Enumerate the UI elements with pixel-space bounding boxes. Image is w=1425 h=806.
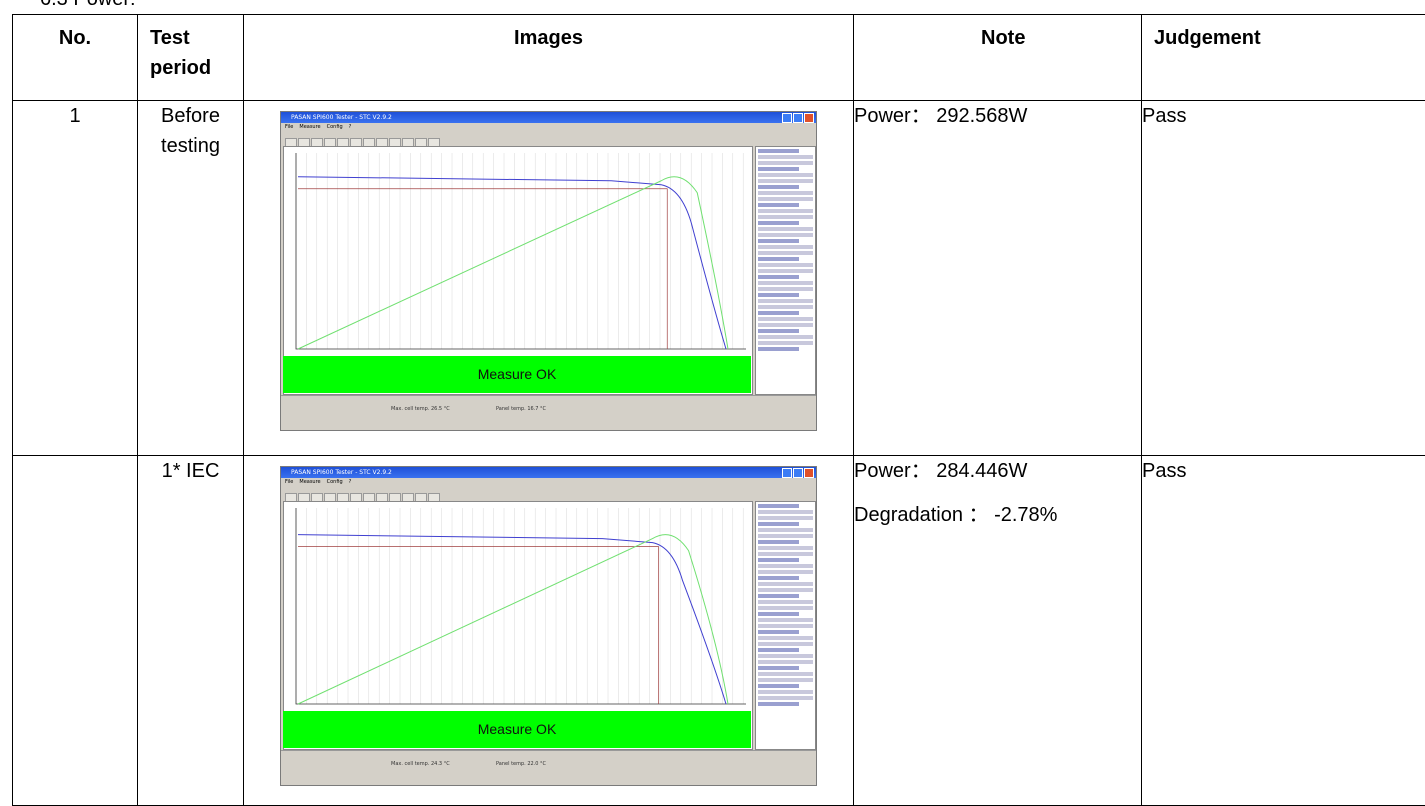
iv-curve-plot [284,502,752,712]
header-images: Images [244,15,854,101]
measure-status-banner: Measure OK [283,711,751,748]
header-note: Note [854,15,1142,101]
tester-menu-item: Measure [299,124,320,130]
tester-titlebar: PASAN SPI600 Tester - STC V2.9.2 [281,467,816,478]
measure-status-banner: Measure OK [283,356,751,393]
mpp-reference-line [298,189,667,349]
tester-menu-item: File [285,124,293,130]
tester-window-title: PASAN SPI600 Tester - STC V2.9.2 [291,114,392,121]
tester-screenshot: PASAN SPI600 Tester - STC V2.9.2 File Meas… [280,111,817,431]
panel-temp: Panel temp. 16.7 °C [496,406,546,412]
tester-toolbar [281,131,816,145]
note-power: Power： 292.568W [854,101,1141,131]
tester-titlebar: PASAN SPI600 Tester - STC V2.9.2 [281,112,816,123]
tester-menu-item: ? [349,479,352,485]
row-image-cell: PASAN SPI600 Tester - STC V2.9.2 File Meas… [244,101,854,456]
tester-window-buttons [781,113,814,127]
tester-menu-item: File [285,479,293,485]
tester-statusbar: Max. cell temp. 24.3 °C Panel temp. 22.0 … [281,750,816,785]
row-judgement: Pass [1142,456,1425,806]
tester-menu-item: Measure [299,479,320,485]
tester-menubar: File Measure Config? [281,123,816,131]
tester-screenshot: PASAN SPI600 Tester - STC V2.9.2 File Meas… [280,466,817,786]
mpp-reference-line [298,547,659,704]
tester-toolbar [281,486,816,500]
table-row: 1* IEC PASAN SPI600 Tester - STC V2.9.2 F… [13,456,1425,806]
iv-curve [298,177,726,349]
tester-menu-item: Config [327,124,343,130]
power-results-table: No. Test period Images Note Judgement 1 … [12,14,1425,806]
header-no: No. [13,15,138,101]
row-note: Power： 284.446W Degradation ： -2.78% [854,456,1142,806]
row-judgement: Pass [1142,101,1425,456]
row-image-cell: PASAN SPI600 Tester - STC V2.9.2 File Meas… [244,456,854,806]
max-cell-temp: Max. cell temp. 26.5 °C [391,406,450,412]
tester-menu-item: Config [327,479,343,485]
iv-curve-plot [284,147,752,357]
row-no [13,456,138,806]
note-degradation: Degradation ： -2.78% [854,500,1141,530]
tester-window-buttons [781,468,814,482]
row-note: Power： 292.568W [854,101,1142,456]
panel-temp: Panel temp. 22.0 °C [496,761,546,767]
tester-menubar: File Measure Config? [281,478,816,486]
iv-curve [298,535,726,704]
tester-statusbar: Max. cell temp. 26.5 °C Panel temp. 16.7 … [281,395,816,430]
header-row: No. Test period Images Note Judgement [13,15,1425,101]
tester-readout-panel [755,146,816,395]
section-title: 6.3 Power: [40,0,136,11]
note-power: Power： 284.446W [854,456,1141,486]
row-no: 1 [13,101,138,456]
tester-window-title: PASAN SPI600 Tester - STC V2.9.2 [291,469,392,476]
power-curve [298,535,728,704]
power-curve [298,177,728,349]
row-test-period: 1* IEC [138,456,244,806]
header-judgement: Judgement [1142,15,1425,101]
header-test-period: Test period [138,15,244,101]
plot-axes [296,153,746,349]
tester-readout-panel [755,501,816,750]
max-cell-temp: Max. cell temp. 24.3 °C [391,761,450,767]
tester-menu-item: ? [349,124,352,130]
